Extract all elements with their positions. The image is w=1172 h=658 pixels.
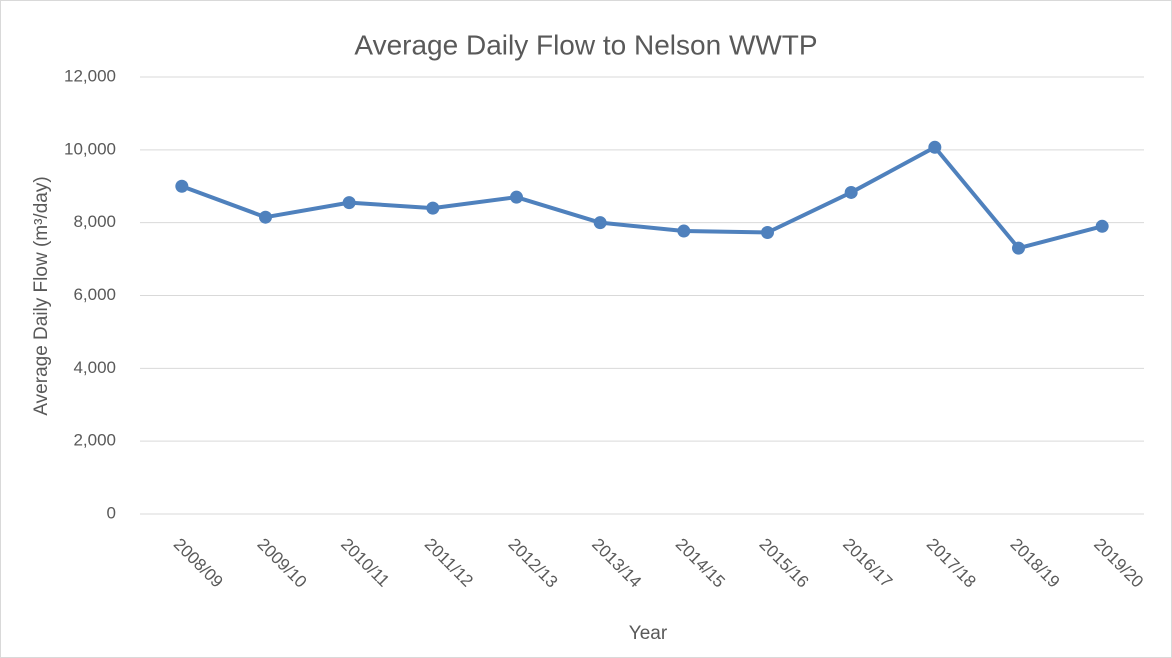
data-point [593, 216, 607, 230]
y-tick-label: 0 [107, 503, 116, 522]
x-axis-label: Year [629, 623, 668, 644]
chart-title: Average Daily Flow to Nelson WWTP [354, 29, 817, 60]
data-point [677, 224, 691, 238]
data-point [844, 185, 858, 199]
data-point [175, 179, 189, 193]
series-line [181, 145, 1103, 251]
data-point [510, 190, 523, 204]
data-point [1095, 219, 1109, 233]
y-tick-label: 10,000 [64, 139, 116, 158]
data-point [761, 225, 774, 239]
y-axis-label: Average Daily Flow (m³/day) [31, 176, 52, 415]
y-tick-label: 2,000 [73, 431, 116, 450]
data-point [1012, 241, 1025, 255]
y-tick-label: 6,000 [73, 285, 116, 304]
data-point [426, 201, 440, 215]
data-point [342, 196, 356, 210]
data-point [259, 210, 272, 224]
data-point [928, 140, 942, 154]
y-tick-label: 12,000 [64, 66, 116, 85]
y-tick-label: 4,000 [73, 358, 116, 377]
y-tick-label: 8,000 [73, 212, 116, 231]
